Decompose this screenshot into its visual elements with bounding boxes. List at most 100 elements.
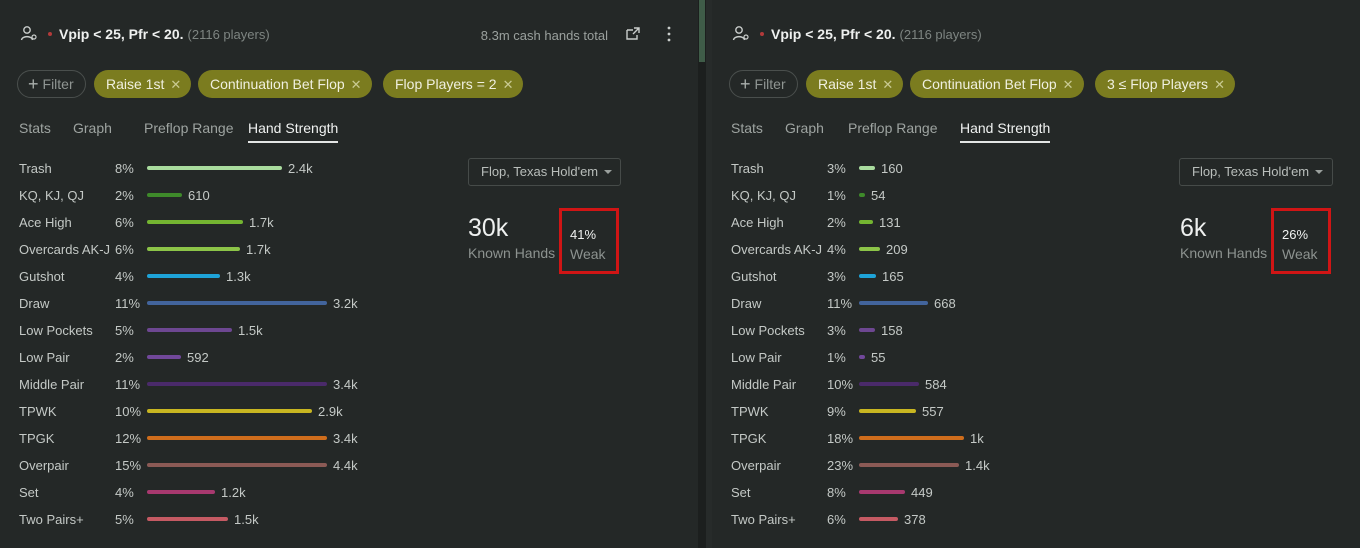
filter-chip-raise-first[interactable]: Raise 1st ✕ (94, 70, 192, 98)
close-icon[interactable]: ✕ (170, 77, 182, 92)
tab-hand-strength[interactable]: Hand Strength (960, 120, 1051, 143)
close-icon[interactable]: ✕ (502, 77, 514, 92)
export-icon[interactable] (624, 25, 642, 43)
hand-category-count: 209 (886, 242, 908, 257)
user-settings-icon[interactable] (732, 25, 750, 43)
hand-strength-row: Middle Pair 11% 3.4k (19, 372, 419, 399)
hand-category-bar (859, 193, 865, 197)
hand-category-count: 158 (881, 323, 903, 338)
right-panel: Vpip < 25, Pfr < 20. (2116 players) + Filt… (712, 0, 1360, 548)
hand-strength-row: Ace High 2% 131 (731, 210, 1131, 237)
hand-category-label: Gutshot (19, 269, 65, 284)
game-select[interactable]: Flop, Texas Hold'em (1179, 158, 1333, 186)
scrollbar[interactable] (699, 0, 705, 62)
filter-chip-flop-players[interactable]: Flop Players = 2 ✕ (383, 70, 524, 98)
hand-category-bar (859, 355, 865, 359)
hand-category-count: 1.7k (249, 215, 274, 230)
player-count: (2116 players) (187, 27, 270, 42)
hand-category-percent: 11% (115, 377, 141, 392)
hand-category-bar (147, 166, 282, 170)
hand-category-bar (859, 247, 880, 251)
hand-strength-row: KQ, KJ, QJ 1% 54 (731, 183, 1131, 210)
population-title: Vpip < 25, Pfr < 20. (2116 players) (59, 26, 270, 42)
known-hands-count: 6k (1180, 214, 1207, 242)
hand-category-count: 1.4k (965, 458, 990, 473)
hand-category-percent: 12% (115, 431, 142, 446)
hand-category-percent: 5% (115, 512, 134, 527)
hand-category-count: 1.3k (226, 269, 251, 284)
close-icon[interactable]: ✕ (882, 77, 894, 92)
hand-category-label: Overpair (731, 458, 781, 473)
panel-header: Vpip < 25, Pfr < 20. (2116 players) 8.3m … (20, 22, 678, 46)
hand-category-bar (859, 490, 905, 494)
hand-category-bar (147, 274, 220, 278)
panel-gutter (706, 0, 712, 548)
hand-strength-row: Low Pair 1% 55 (731, 345, 1131, 372)
hand-strength-row: Set 4% 1.2k (19, 480, 419, 507)
hand-category-count: 131 (879, 215, 901, 230)
add-filter-button[interactable]: + Filter (17, 70, 86, 98)
hand-category-label: TPWK (19, 404, 57, 419)
filter-chip-raise-first[interactable]: Raise 1st ✕ (806, 70, 904, 98)
hand-category-count: 610 (188, 188, 210, 203)
hand-category-bar (147, 220, 243, 224)
hand-category-label: TPGK (19, 431, 55, 446)
hand-category-bar (147, 517, 228, 521)
filter-chip-cbet-flop[interactable]: Continuation Bet Flop ✕ (198, 70, 372, 98)
hand-category-label: Overcards AK-J (19, 242, 111, 257)
filter-chip-cbet-flop[interactable]: Continuation Bet Flop ✕ (910, 70, 1084, 98)
hand-category-percent: 18% (827, 431, 854, 446)
hand-category-bar (859, 220, 873, 224)
tab-hand-strength[interactable]: Hand Strength (248, 120, 339, 143)
hand-category-count: 2.4k (288, 161, 313, 176)
hand-category-label: Low Pockets (731, 323, 805, 338)
tab-preflop-range[interactable]: Preflop Range (144, 120, 234, 136)
add-filter-button[interactable]: + Filter (729, 70, 798, 98)
hand-category-label: Trash (731, 161, 764, 176)
hand-strength-row: Middle Pair 10% 584 (731, 372, 1131, 399)
hand-category-bar (859, 301, 928, 305)
hand-strength-row: Low Pockets 5% 1.5k (19, 318, 419, 345)
hand-category-percent: 4% (827, 242, 846, 257)
hand-category-count: 668 (934, 296, 956, 311)
tab-graph[interactable]: Graph (73, 120, 112, 136)
more-vertical-icon[interactable] (664, 25, 674, 43)
close-icon[interactable]: ✕ (1062, 77, 1074, 92)
hand-category-label: Set (731, 485, 751, 500)
hand-category-bar (147, 328, 232, 332)
filter-chip-flop-players[interactable]: 3 ≤ Flop Players ✕ (1095, 70, 1235, 98)
hand-category-percent: 8% (115, 161, 134, 176)
hand-category-bar (859, 382, 919, 386)
hand-category-bar (147, 490, 215, 494)
close-icon[interactable]: ✕ (1214, 77, 1225, 92)
hand-category-label: Ace High (731, 215, 784, 230)
tab-preflop-range[interactable]: Preflop Range (848, 120, 938, 136)
close-icon[interactable]: ✕ (350, 77, 362, 92)
hand-category-bar (859, 328, 875, 332)
hand-category-bar (147, 382, 327, 386)
hand-strength-row: Overcards AK-J 6% 1.7k (19, 237, 419, 264)
tab-stats[interactable]: Stats (19, 120, 51, 136)
hand-category-bar (859, 463, 959, 467)
left-panel: Vpip < 25, Pfr < 20. (2116 players) 8.3m … (17, 22, 678, 527)
known-hands-count: 30k (468, 214, 509, 242)
hand-strength-row: TPWK 9% 557 (731, 399, 1131, 426)
hand-category-percent: 2% (115, 350, 134, 365)
hand-category-bar (147, 301, 327, 305)
hand-category-percent: 15% (115, 458, 142, 473)
hand-category-percent: 3% (827, 269, 846, 284)
tab-graph[interactable]: Graph (785, 120, 824, 136)
hand-category-bar (859, 274, 876, 278)
tab-stats[interactable]: Stats (731, 120, 763, 136)
hand-strength-row: Ace High 6% 1.7k (19, 210, 419, 237)
hand-category-label: Ace High (19, 215, 72, 230)
hand-category-label: Trash (19, 161, 52, 176)
hand-category-label: Low Pair (731, 350, 782, 365)
hand-strength-row: Overpair 23% 1.4k (731, 453, 1131, 480)
hand-category-bar (147, 355, 181, 359)
user-settings-icon[interactable] (20, 25, 38, 43)
hand-category-label: TPWK (731, 404, 769, 419)
hand-category-label: Overcards AK-J (731, 242, 823, 257)
weak-percentage: 26% (1282, 227, 1309, 242)
game-select[interactable]: Flop, Texas Hold'em (468, 158, 621, 186)
